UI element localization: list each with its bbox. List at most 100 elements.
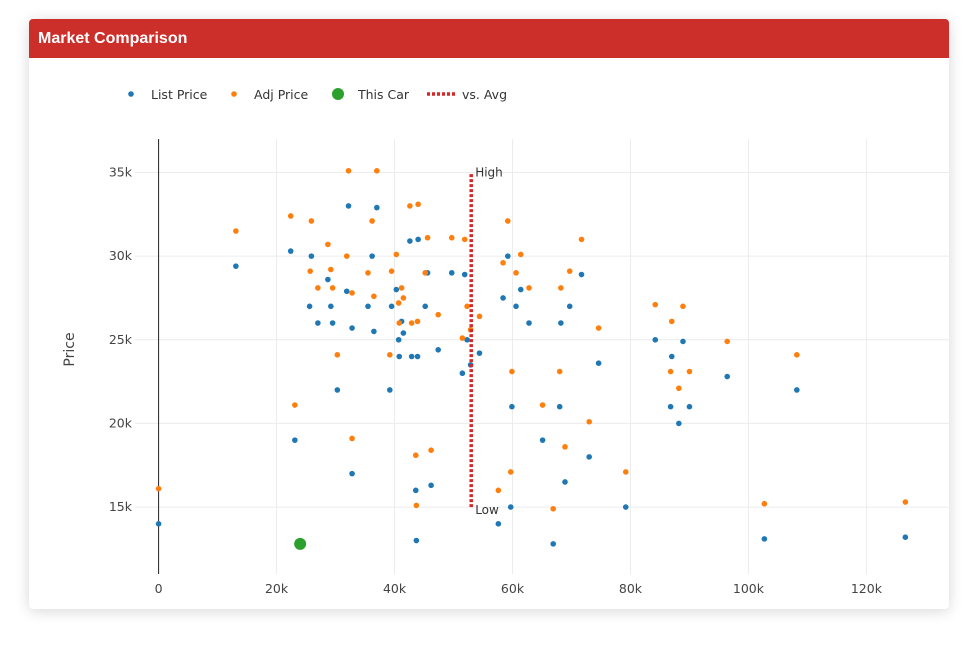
list-price-point[interactable] [388,303,395,310]
adj-price-point[interactable] [622,469,629,475]
list-price-point[interactable] [539,437,546,443]
this-car-point[interactable] [294,537,307,550]
list-price-point[interactable] [407,238,413,244]
list-price-point[interactable] [306,303,313,310]
adj-price-point[interactable] [526,285,532,291]
adj-price-point[interactable] [558,285,564,291]
adj-price-point[interactable] [562,444,568,450]
adj-price-point[interactable] [902,499,909,505]
legend-this-car[interactable]: This Car [332,87,410,102]
adj-price-point[interactable] [398,285,405,291]
adj-price-point[interactable] [668,318,675,325]
list-price-point[interactable] [414,353,421,360]
list-price-point[interactable] [408,353,415,360]
adj-price-point[interactable] [566,268,573,274]
adj-price-point[interactable] [287,213,294,219]
legend-vs-avg[interactable]: vs. Avg [427,87,507,102]
adj-price-point[interactable] [500,260,506,266]
list-price-point[interactable] [155,521,162,527]
list-price-point[interactable] [507,504,514,510]
adj-price-point[interactable] [414,318,421,325]
adj-price-point[interactable] [461,236,468,243]
list-price-point[interactable] [724,373,731,380]
list-price-point[interactable] [325,276,331,283]
adj-price-point[interactable] [365,270,371,276]
adj-price-point[interactable] [388,268,395,274]
legend-adj-price[interactable]: Adj Price [231,87,309,102]
list-price-point[interactable] [495,521,502,527]
list-price-point[interactable] [393,286,400,293]
adj-price-point[interactable] [676,385,682,392]
list-price-point[interactable] [586,454,592,460]
adj-price-point[interactable] [495,487,502,494]
list-price-point[interactable] [349,325,355,331]
list-price-point[interactable] [328,303,334,310]
list-price-point[interactable] [464,336,470,343]
adj-price-point[interactable] [509,368,515,375]
adj-price-point[interactable] [371,293,377,300]
adj-price-point[interactable] [345,167,352,174]
list-price-point[interactable] [308,253,315,259]
list-price-point[interactable] [578,271,585,278]
adj-price-point[interactable] [349,435,355,442]
adj-price-point[interactable] [369,218,375,224]
list-price-point[interactable] [413,537,420,544]
adj-price-point[interactable] [504,218,511,224]
list-price-point[interactable] [412,487,419,494]
list-price-point[interactable] [562,479,568,485]
adj-price-point[interactable] [412,452,419,459]
list-price-point[interactable] [459,370,466,377]
adj-price-point[interactable] [308,218,315,224]
adj-price-point[interactable] [413,502,420,509]
adj-price-point[interactable] [329,285,336,291]
scatter-chart[interactable]: 020k40k60k80k100k120k15k20k25k30k35kMile… [29,58,949,609]
list-price-point[interactable] [476,350,483,356]
adj-price-point[interactable] [476,313,483,320]
list-price-point[interactable] [315,320,321,326]
list-price-point[interactable] [686,403,693,410]
adj-price-point[interactable] [343,253,350,259]
list-price-point[interactable] [566,303,573,310]
adj-price-point[interactable] [315,285,321,291]
legend-list-price[interactable]: List Price [128,87,208,102]
adj-price-point[interactable] [374,167,380,174]
list-price-point[interactable] [334,387,341,393]
adj-price-point[interactable] [155,485,162,492]
adj-price-point[interactable] [334,352,341,358]
list-price-point[interactable] [652,336,659,343]
adj-price-point[interactable] [517,251,524,258]
adj-price-point[interactable] [415,201,421,208]
adj-price-point[interactable] [761,500,768,507]
list-price-point[interactable] [676,420,682,427]
list-price-point[interactable] [680,338,686,345]
list-price-point[interactable] [761,536,768,542]
list-price-point[interactable] [400,330,407,336]
list-price-point[interactable] [329,320,336,326]
list-price-point[interactable] [422,303,429,310]
adj-price-point[interactable] [794,352,800,358]
adj-price-point[interactable] [578,236,585,243]
adj-price-point[interactable] [556,368,563,375]
list-price-point[interactable] [595,360,602,366]
adj-price-point[interactable] [325,241,331,248]
adj-price-point[interactable] [586,418,592,425]
list-price-point[interactable] [396,353,403,360]
list-price-point[interactable] [415,236,421,243]
list-price-point[interactable] [556,403,563,410]
adj-price-point[interactable] [393,251,400,258]
adj-price-point[interactable] [233,228,239,234]
adj-price-point[interactable] [424,234,431,241]
adj-price-point[interactable] [724,338,731,345]
adj-price-point[interactable] [652,301,659,308]
list-price-point[interactable] [387,387,393,393]
list-price-point[interactable] [500,295,506,301]
list-price-point[interactable] [667,403,674,410]
list-price-point[interactable] [513,303,519,310]
adj-price-point[interactable] [307,268,313,274]
adj-price-point[interactable] [395,300,402,306]
list-price-point[interactable] [395,336,402,343]
adj-price-point[interactable] [464,303,470,310]
adj-price-point[interactable] [387,352,393,358]
list-price-point[interactable] [365,303,371,310]
adj-price-point[interactable] [408,320,415,326]
